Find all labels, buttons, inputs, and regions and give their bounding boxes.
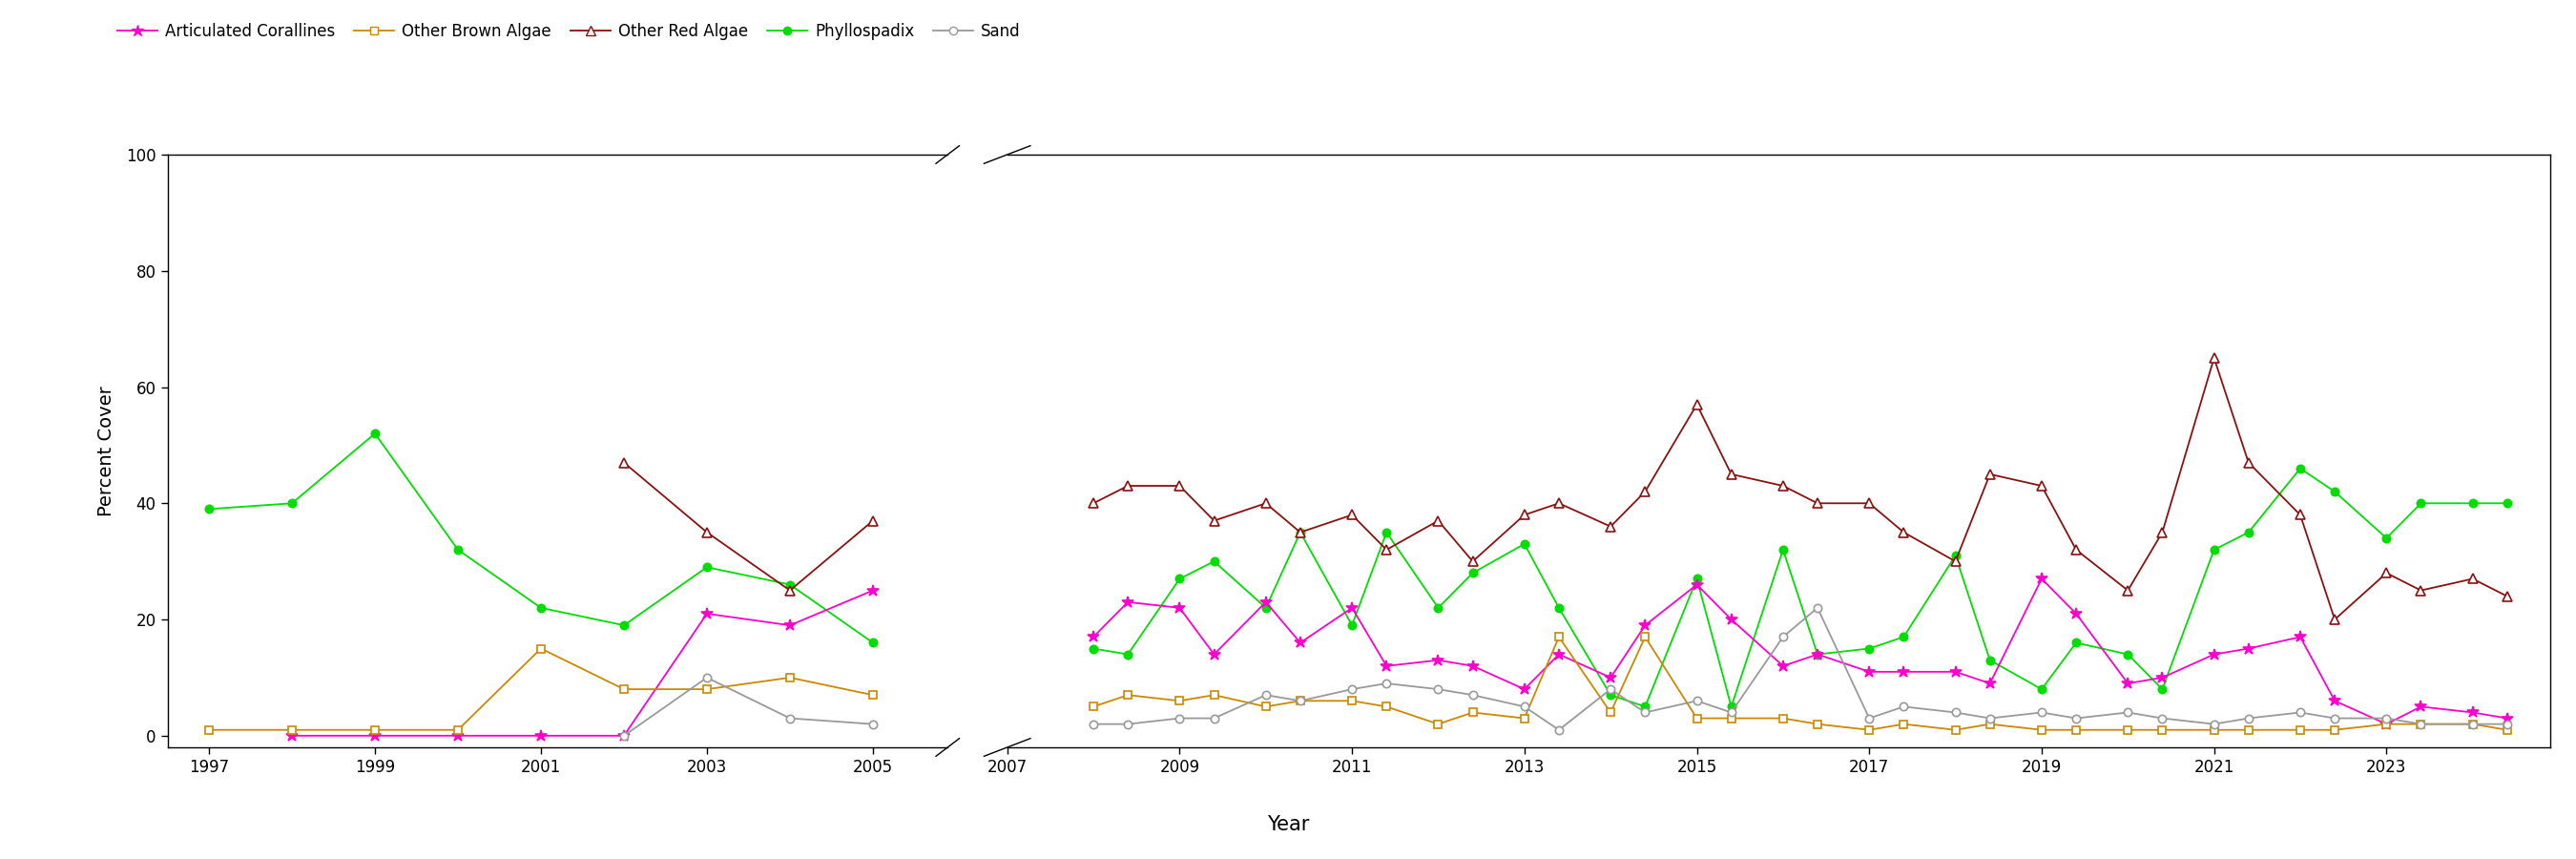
Text: Year: Year — [1267, 815, 1309, 834]
Y-axis label: Percent Cover: Percent Cover — [98, 386, 116, 516]
Legend: Articulated Corallines, Other Brown Algae, Other Red Algae, Phyllospadix, Sand: Articulated Corallines, Other Brown Alga… — [111, 16, 1028, 46]
